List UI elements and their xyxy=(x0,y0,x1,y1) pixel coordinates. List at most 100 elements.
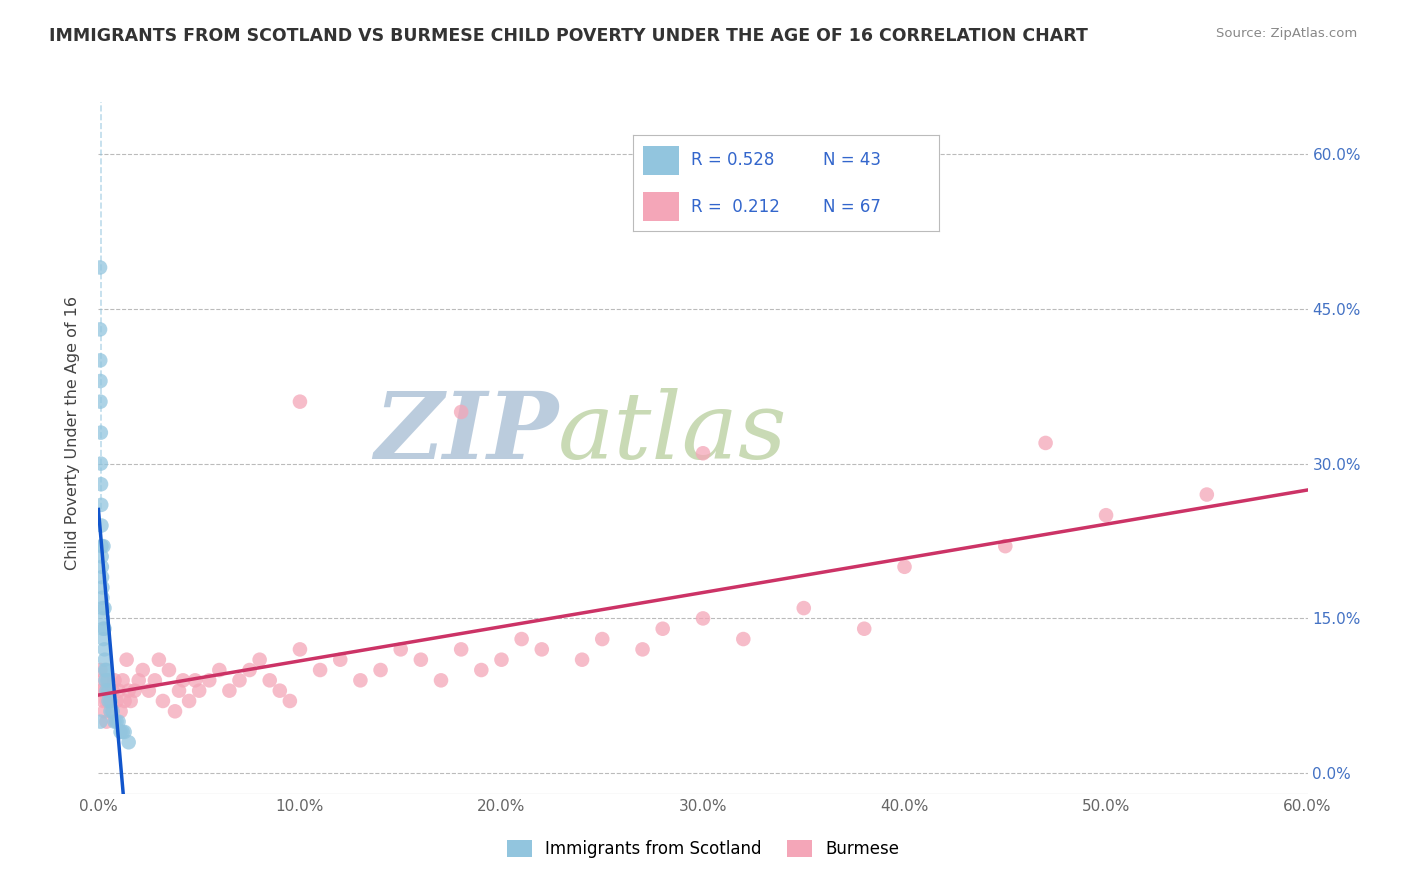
Point xyxy=(100,694,122,708)
Point xyxy=(96,663,118,677)
Point xyxy=(97,673,120,688)
Point xyxy=(94,653,117,667)
Point xyxy=(96,714,118,729)
Point xyxy=(96,673,118,688)
Point xyxy=(89,394,111,409)
Point xyxy=(93,539,115,553)
Point xyxy=(101,683,124,698)
Point xyxy=(329,653,352,667)
Point xyxy=(107,714,129,729)
Point xyxy=(228,673,250,688)
Text: ZIP: ZIP xyxy=(374,388,558,477)
Y-axis label: Child Poverty Under the Age of 16: Child Poverty Under the Age of 16 xyxy=(65,295,80,570)
Text: N = 67: N = 67 xyxy=(823,198,880,216)
Point xyxy=(530,642,553,657)
Point xyxy=(491,653,513,667)
Point xyxy=(89,714,111,729)
Point xyxy=(152,694,174,708)
Point xyxy=(89,260,111,275)
Point xyxy=(288,394,311,409)
Point xyxy=(793,601,815,615)
Text: R = 0.528: R = 0.528 xyxy=(692,152,775,169)
Point xyxy=(114,725,136,739)
Point xyxy=(90,518,112,533)
Point xyxy=(510,632,533,646)
Point xyxy=(118,683,141,698)
Point xyxy=(124,683,146,698)
Text: R =  0.212: R = 0.212 xyxy=(692,198,780,216)
Point xyxy=(93,704,115,718)
Point xyxy=(1095,508,1118,523)
Text: atlas: atlas xyxy=(558,388,787,477)
Point xyxy=(89,322,111,336)
Point xyxy=(138,683,160,698)
Bar xyxy=(643,192,679,221)
Point xyxy=(93,694,115,708)
Point xyxy=(218,683,240,698)
Point xyxy=(409,653,432,667)
Point xyxy=(90,457,112,471)
Point xyxy=(105,694,128,708)
Point xyxy=(93,683,115,698)
Point xyxy=(450,405,472,419)
Point xyxy=(179,694,201,708)
Point xyxy=(118,735,141,749)
Point xyxy=(692,446,714,460)
Point xyxy=(90,683,112,698)
Text: IMMIGRANTS FROM SCOTLAND VS BURMESE CHILD POVERTY UNDER THE AGE OF 16 CORRELATIO: IMMIGRANTS FROM SCOTLAND VS BURMESE CHIL… xyxy=(49,27,1088,45)
Point xyxy=(115,653,138,667)
Point xyxy=(157,663,180,677)
Point xyxy=(91,591,114,605)
Point xyxy=(128,673,150,688)
Point xyxy=(370,663,392,677)
Point xyxy=(120,694,142,708)
Point xyxy=(90,559,112,574)
Point xyxy=(97,694,120,708)
Point xyxy=(167,683,190,698)
Point xyxy=(90,539,112,553)
Point xyxy=(249,653,271,667)
Point xyxy=(94,673,117,688)
Point xyxy=(651,622,673,636)
Point xyxy=(208,663,231,677)
Point xyxy=(91,673,114,688)
Point xyxy=(239,663,262,677)
Point xyxy=(309,663,332,677)
Point xyxy=(101,704,124,718)
Point xyxy=(103,714,125,729)
Point xyxy=(110,725,132,739)
Point xyxy=(259,673,281,688)
Point xyxy=(111,673,134,688)
Point xyxy=(571,653,593,667)
Point xyxy=(470,663,492,677)
Point xyxy=(91,570,114,584)
Point xyxy=(269,683,291,698)
Point xyxy=(105,714,128,729)
Text: Source: ZipAtlas.com: Source: ZipAtlas.com xyxy=(1216,27,1357,40)
Point xyxy=(107,683,129,698)
Point xyxy=(163,704,186,718)
Point xyxy=(90,425,112,440)
Point xyxy=(90,477,112,491)
Point xyxy=(184,673,207,688)
Point xyxy=(148,653,170,667)
Point xyxy=(91,611,114,625)
Point xyxy=(692,611,714,625)
Point xyxy=(430,673,453,688)
Point xyxy=(91,581,114,595)
Point xyxy=(994,539,1017,553)
Point xyxy=(733,632,755,646)
Point xyxy=(90,498,112,512)
Point xyxy=(91,622,114,636)
Point xyxy=(90,549,112,564)
Point xyxy=(450,642,472,657)
Point xyxy=(96,694,118,708)
Point xyxy=(89,374,111,388)
Point xyxy=(114,694,136,708)
Point xyxy=(389,642,412,657)
Point xyxy=(93,642,115,657)
Point xyxy=(853,622,876,636)
Point xyxy=(188,683,211,698)
Bar xyxy=(643,146,679,175)
Point xyxy=(89,663,111,677)
